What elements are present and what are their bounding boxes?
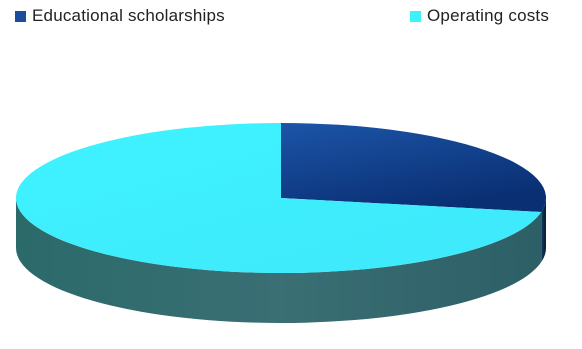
legend-swatch-educational-scholarships [15, 10, 26, 22]
pie-side-educational-scholarships [541, 198, 546, 263]
pie-side-operating-costs [16, 198, 542, 323]
legend-swatch-operating-costs [410, 10, 421, 22]
pie-side-group [16, 198, 546, 323]
pie-slice-educational-scholarships [281, 123, 546, 213]
legend-label-educational-scholarships: Educational scholarships [32, 6, 225, 25]
legend-item-operating-costs: Operating costs [410, 6, 549, 26]
pie-slice-operating-costs [15, 123, 542, 274]
legend-label-operating-costs: Operating costs [427, 6, 550, 25]
legend-item-educational-scholarships: Educational scholarships [15, 6, 225, 26]
pie-top-group [15, 123, 546, 274]
chart-legend: Educational scholarships Operating costs [0, 6, 582, 36]
